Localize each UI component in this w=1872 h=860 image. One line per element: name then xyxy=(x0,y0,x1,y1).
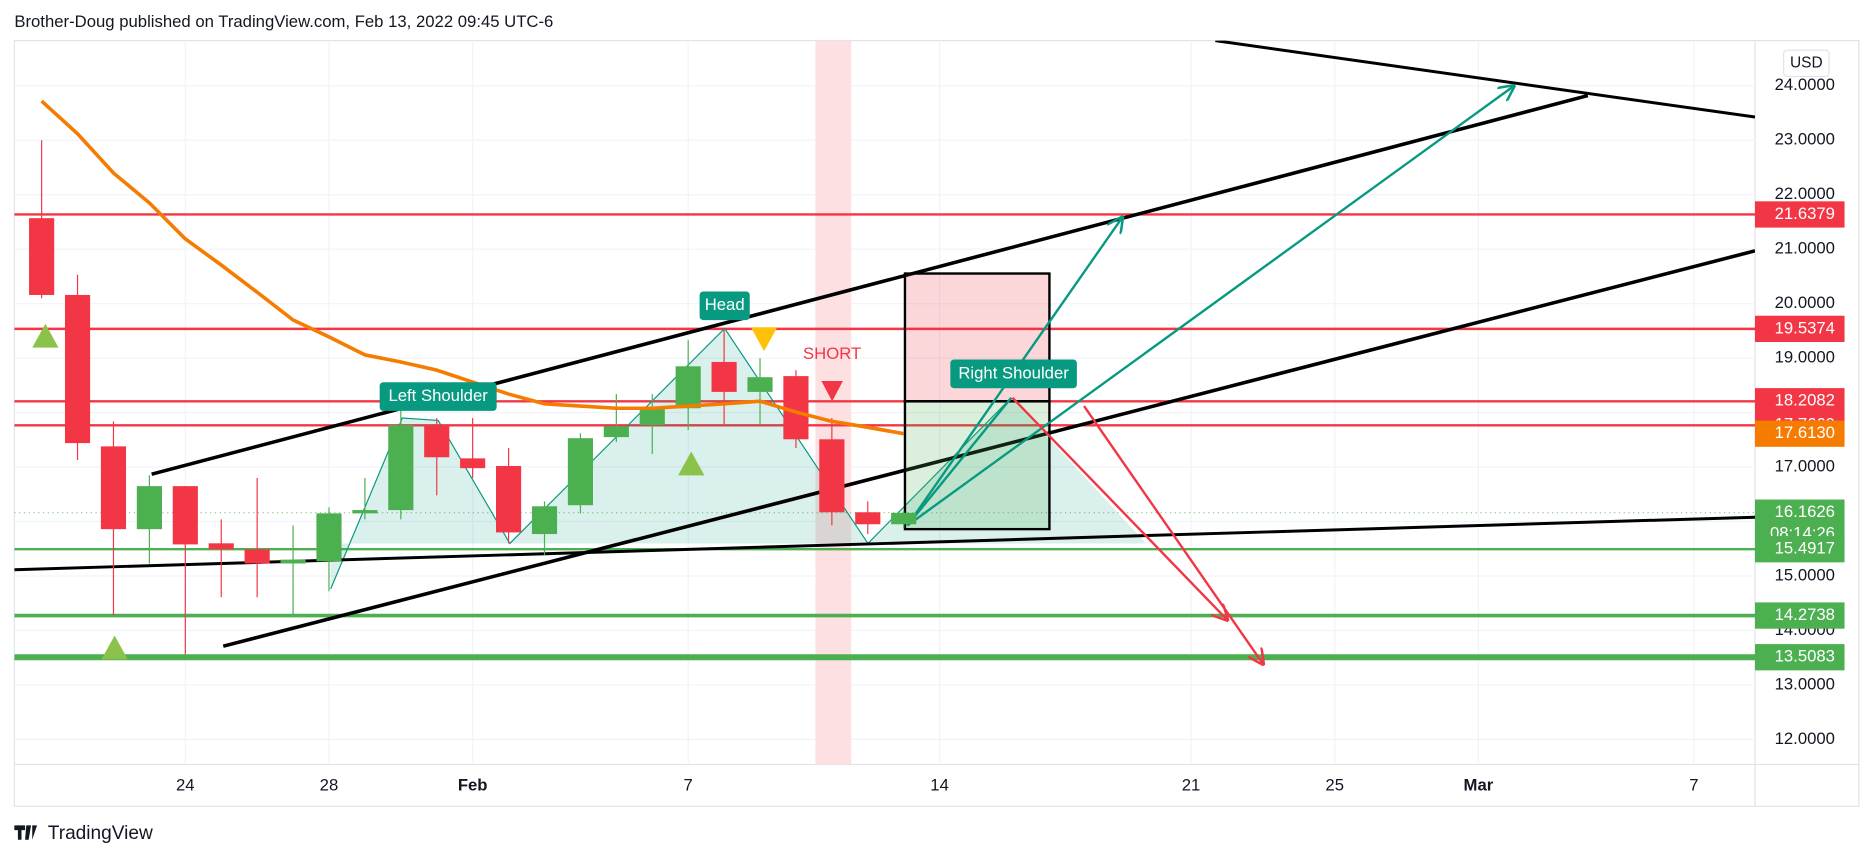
candle-body xyxy=(424,425,450,458)
annotation: SHORT xyxy=(803,344,861,363)
candle-body xyxy=(567,438,593,506)
arrow xyxy=(1083,405,1263,664)
candle-body xyxy=(29,218,55,295)
candle-body xyxy=(100,446,127,530)
target-box xyxy=(903,400,1051,531)
trend-line xyxy=(151,93,1589,476)
candle-body xyxy=(747,377,773,392)
candle-body xyxy=(352,510,378,514)
x-tick-label: 28 xyxy=(320,775,339,794)
y-tick-label: 15.0000 xyxy=(1775,565,1835,584)
price-label-box xyxy=(1755,536,1845,563)
price-label-box xyxy=(1755,420,1845,447)
frame xyxy=(13,40,1860,807)
y-tick-label: 17.0000 xyxy=(1775,456,1835,475)
x-tick-label: 25 xyxy=(1325,775,1344,794)
price-label-box xyxy=(1755,388,1845,415)
label-box xyxy=(699,291,750,321)
y-tick-label: 12.0000 xyxy=(1775,729,1835,748)
y-tick-label: 21.0000 xyxy=(1775,239,1835,258)
x-tick-label: Feb xyxy=(458,775,488,794)
price-label-box xyxy=(1755,201,1845,228)
candle-body xyxy=(531,506,558,535)
candle-body xyxy=(675,366,701,409)
label-box xyxy=(950,359,1077,389)
header: Brother-Doug published on TradingView.co… xyxy=(14,12,553,31)
trend-line xyxy=(222,249,1756,648)
price-label: 15.4917 xyxy=(1775,539,1835,558)
price-label: 16.1626 xyxy=(1775,502,1835,521)
candle-body xyxy=(388,425,414,511)
candle-body xyxy=(603,426,629,438)
candle-body xyxy=(855,512,881,525)
candle-body xyxy=(316,513,342,562)
logo xyxy=(14,825,38,840)
x-tick-label: 7 xyxy=(1689,775,1698,794)
candle-body xyxy=(891,512,917,525)
signal-down xyxy=(750,327,778,352)
price-label-box xyxy=(1755,315,1845,343)
label-box xyxy=(379,382,497,411)
candle-body xyxy=(639,408,665,426)
candle-body xyxy=(244,549,270,564)
price-label: 19.5374 xyxy=(1775,318,1835,337)
y-tick-label: 24.0000 xyxy=(1775,75,1835,94)
signal-down xyxy=(821,381,843,402)
axes: 12.000013.000014.000015.000016.000017.00… xyxy=(176,75,1845,794)
arrow xyxy=(906,86,1513,527)
highlight-band xyxy=(815,40,852,765)
candle-body xyxy=(460,458,486,469)
candle-body xyxy=(819,439,845,513)
footer: TradingView xyxy=(48,823,153,844)
moving-average xyxy=(40,99,905,436)
levels xyxy=(14,213,1756,661)
price-label: 21.6379 xyxy=(1775,204,1835,223)
x-tick-label: 24 xyxy=(176,775,195,794)
candle-body xyxy=(172,486,198,545)
arrow xyxy=(1011,396,1227,620)
x-tick-label: 21 xyxy=(1182,775,1201,794)
y-tick-label: 23.0000 xyxy=(1775,130,1835,149)
trend-line xyxy=(1215,40,1756,119)
signal-up xyxy=(101,635,128,660)
candles xyxy=(29,99,917,655)
x-tick-label: Mar xyxy=(1464,775,1494,794)
annotation: Right Shoulder xyxy=(958,363,1069,382)
candle-body xyxy=(711,361,737,392)
candle-body xyxy=(280,559,306,564)
y-tick-label: 22.0000 xyxy=(1775,184,1835,203)
signal-up xyxy=(678,451,705,476)
candle-body xyxy=(208,543,234,550)
currency-box xyxy=(1783,49,1830,78)
signal-up xyxy=(32,323,59,348)
currency: USD xyxy=(1790,54,1823,71)
y-tick-label: 13.0000 xyxy=(1775,674,1835,693)
price-label-box xyxy=(1755,602,1845,629)
y-tick-label: 20.0000 xyxy=(1775,293,1835,312)
annotation: Head xyxy=(705,295,745,314)
candle-body xyxy=(64,294,91,444)
annotation: Left Shoulder xyxy=(388,386,488,405)
x-tick-label: 14 xyxy=(930,775,949,794)
price-label: 14.2738 xyxy=(1775,605,1835,624)
candle-body xyxy=(136,486,162,530)
candle-body xyxy=(496,465,522,533)
arrow xyxy=(906,396,1013,527)
price-label: 17.6130 xyxy=(1775,423,1835,442)
price-label: 13.5083 xyxy=(1775,647,1835,666)
y-tick-label: 19.0000 xyxy=(1775,348,1835,367)
markers: Left Shoulder Head Right Shoulder SHORT xyxy=(32,291,1077,660)
price-label-box xyxy=(1755,644,1845,671)
price-label: 18.2082 xyxy=(1775,391,1835,410)
x-tick-label: 7 xyxy=(684,775,693,794)
